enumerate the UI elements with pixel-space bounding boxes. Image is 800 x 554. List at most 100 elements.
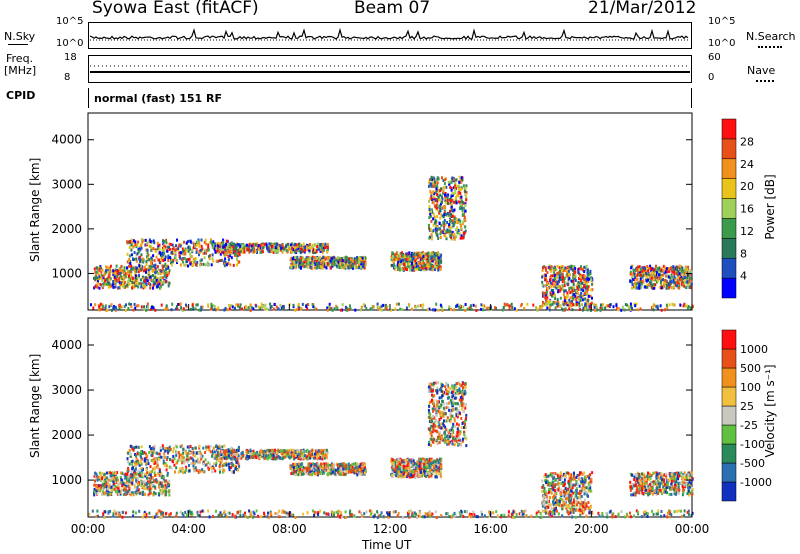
power-cell bbox=[160, 269, 163, 273]
velocity-cell bbox=[149, 447, 152, 451]
power-cell bbox=[159, 284, 162, 288]
power-cell bbox=[137, 285, 140, 289]
power-cell bbox=[430, 265, 433, 269]
power-cell bbox=[586, 271, 589, 275]
power-cell bbox=[156, 270, 158, 274]
velocity-cell bbox=[211, 467, 214, 470]
power-cell bbox=[413, 252, 416, 256]
power-cell bbox=[294, 264, 297, 268]
power-cell bbox=[127, 270, 130, 274]
velocity-cell bbox=[132, 448, 135, 452]
power-cell bbox=[126, 260, 129, 264]
velocity-cell bbox=[119, 490, 122, 494]
power-cell bbox=[350, 263, 352, 267]
power-cell bbox=[229, 304, 232, 308]
power-cell bbox=[320, 246, 323, 250]
power-colorbar-tick: 4 bbox=[740, 270, 747, 283]
power-cell bbox=[465, 191, 468, 195]
power-cell bbox=[348, 257, 351, 261]
power-cell bbox=[443, 186, 446, 190]
power-cell bbox=[640, 281, 642, 285]
power-cell bbox=[151, 258, 154, 262]
power-cell bbox=[133, 251, 136, 255]
power-cell bbox=[316, 263, 319, 267]
power-cell bbox=[662, 285, 665, 289]
power-cell bbox=[645, 279, 648, 283]
nsky-trace bbox=[89, 27, 689, 40]
power-cell bbox=[287, 245, 290, 249]
velocity-cell bbox=[151, 451, 154, 455]
power-cell bbox=[487, 306, 490, 310]
velocity-cell bbox=[143, 457, 146, 461]
power-cell bbox=[282, 304, 285, 308]
velocity-cell bbox=[110, 485, 113, 489]
velocity-cell bbox=[136, 459, 139, 463]
velocity-cell bbox=[198, 470, 201, 474]
velocity-cell bbox=[116, 489, 119, 493]
power-cell bbox=[323, 260, 326, 264]
power-cell bbox=[449, 213, 452, 217]
power-cell bbox=[227, 261, 230, 265]
power-cell bbox=[140, 305, 143, 309]
date-title: 21/Mar/2012 bbox=[588, 0, 697, 18]
velocity-cell bbox=[226, 450, 229, 454]
power-cell bbox=[405, 252, 408, 256]
power-cell bbox=[275, 249, 278, 253]
power-cell bbox=[578, 297, 580, 301]
velocity-cell bbox=[135, 476, 137, 480]
velocity-cell bbox=[263, 453, 266, 457]
power-cell bbox=[256, 251, 258, 254]
power-cell bbox=[558, 271, 561, 275]
power-cell bbox=[482, 304, 485, 308]
velocity-cell bbox=[190, 452, 193, 455]
power-cell bbox=[130, 264, 133, 268]
power-cell bbox=[225, 246, 228, 250]
velocity-cell bbox=[202, 462, 205, 466]
power-cell bbox=[171, 302, 174, 306]
velocity-cell bbox=[157, 492, 160, 496]
power-cell bbox=[154, 308, 157, 312]
power-cell bbox=[623, 308, 626, 312]
power-cell bbox=[443, 182, 446, 186]
power-cell bbox=[590, 276, 593, 280]
power-cell bbox=[398, 263, 401, 267]
power-cell bbox=[285, 245, 288, 248]
power-cell bbox=[443, 224, 446, 228]
power-cell bbox=[149, 276, 152, 280]
power-cell bbox=[123, 305, 126, 309]
power-cell bbox=[148, 282, 150, 286]
power-cell bbox=[158, 282, 161, 286]
power-colorbar-swatch bbox=[721, 277, 737, 299]
power-cell bbox=[581, 308, 584, 312]
power-cell bbox=[200, 258, 203, 262]
power-cell bbox=[195, 250, 198, 254]
power-cell bbox=[164, 271, 167, 275]
power-cell bbox=[420, 265, 423, 269]
power-cell bbox=[584, 285, 587, 289]
velocity-cell bbox=[180, 444, 183, 448]
nsky-tick-bottom: 10^0 bbox=[56, 38, 84, 49]
power-cell bbox=[690, 270, 693, 274]
power-cell bbox=[170, 308, 173, 312]
power-cell bbox=[195, 303, 198, 307]
power-cell bbox=[583, 270, 586, 274]
power-cell bbox=[269, 306, 272, 309]
power-cell bbox=[655, 305, 658, 309]
velocity-cell bbox=[158, 458, 161, 461]
velocity-cell bbox=[221, 445, 224, 449]
power-cell bbox=[400, 259, 402, 263]
power-cell bbox=[194, 307, 197, 311]
velocity-cell bbox=[169, 447, 172, 451]
power-cell bbox=[427, 267, 430, 271]
power-cell bbox=[578, 281, 581, 285]
power-cell bbox=[454, 228, 457, 232]
power-cell bbox=[161, 248, 164, 252]
power-cell bbox=[146, 276, 149, 280]
power-cell bbox=[143, 265, 146, 269]
power-cell bbox=[250, 305, 253, 309]
power-cell bbox=[167, 256, 170, 260]
power-cell bbox=[633, 272, 636, 276]
power-cell bbox=[459, 188, 462, 192]
power-cell bbox=[420, 268, 423, 272]
power-cell bbox=[335, 261, 337, 265]
